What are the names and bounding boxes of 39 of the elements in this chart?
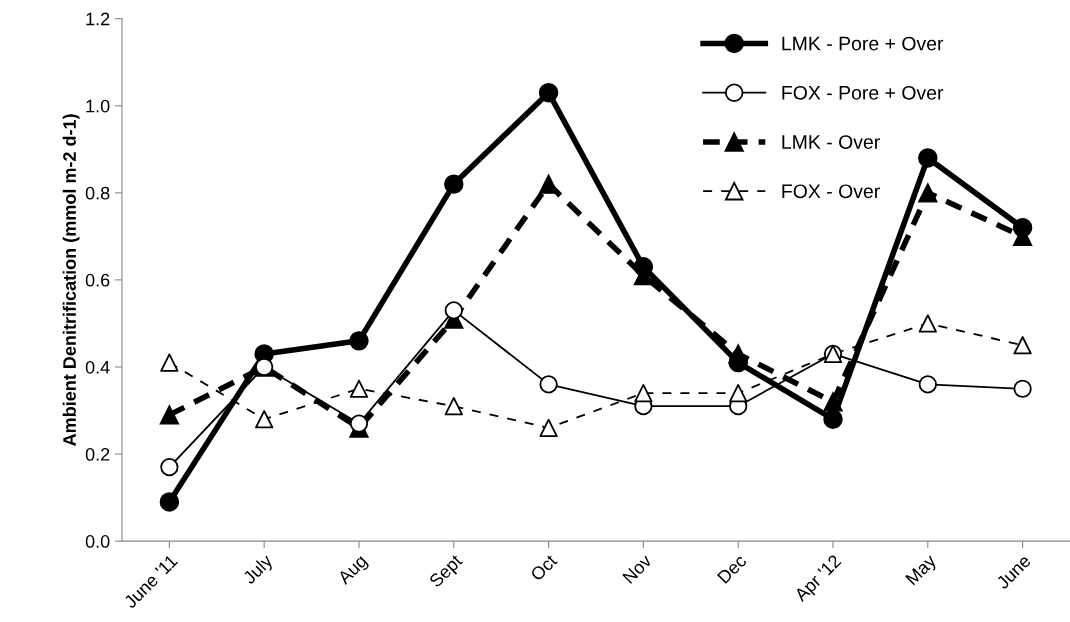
y-tick-label: 0.6 [85,273,110,287]
legend-label: LMK - Pore + Over [782,36,944,51]
point [918,148,938,168]
y-tick-label: 0.4 [85,360,110,374]
x-tick-label: Oct [529,553,558,582]
y-tick-label: 1.2 [86,12,110,26]
point [255,410,274,429]
point [538,174,559,194]
point [823,392,843,412]
point [918,314,937,333]
point [444,397,463,416]
point [160,353,179,372]
point [823,409,843,429]
y-tick-label: 1.0 [86,99,110,113]
point [349,379,369,398]
point [159,405,180,425]
point [918,183,938,203]
legend-label: FOX - Over [782,184,880,199]
point [159,492,180,512]
y-tick-label: 0.2 [85,447,110,461]
x-tick-label: May [905,553,940,588]
point [728,344,748,364]
point [1013,336,1032,355]
x-tick-label: Nov [622,553,653,584]
y-axis-title: Ambient Denitrification (mmol m-2 d-1) [62,114,80,446]
x-tick-label: Apr '12 [793,553,845,605]
x-tick-label: July [241,552,277,588]
legend-label: FOX - Pore + Over [782,85,944,100]
point [538,82,559,103]
y-tick-label: 0.8 [85,186,110,200]
point [539,418,558,438]
point [729,383,748,403]
y-tick-label: 0.0 [85,535,110,548]
point [444,174,464,194]
x-tick-label: Aug [336,554,371,588]
legend-label: LMK - Over [782,135,880,149]
x-tick-label: Dec [717,553,748,584]
point [634,383,653,403]
point [349,331,369,351]
